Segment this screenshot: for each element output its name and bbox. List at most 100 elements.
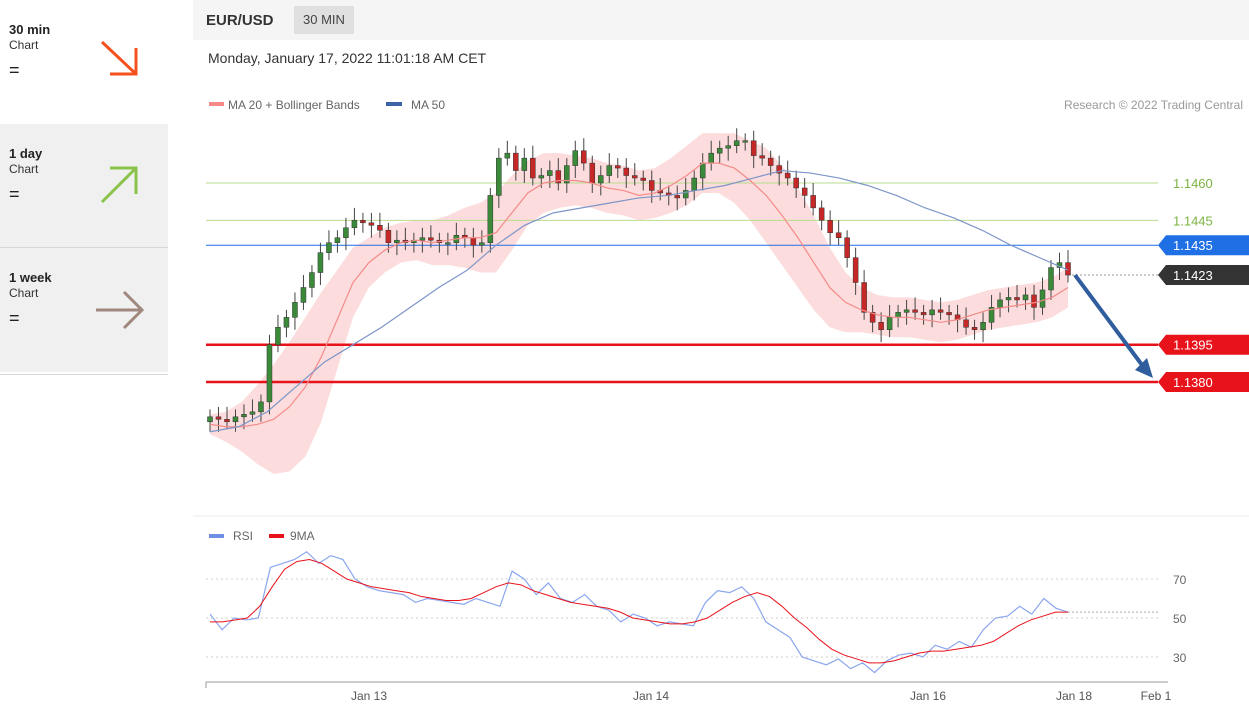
timeframe-sign: =	[9, 184, 20, 204]
candle-body	[648, 180, 655, 191]
candle-body	[317, 252, 324, 273]
candle-body	[903, 309, 910, 313]
candle-body	[733, 140, 740, 146]
legend-swatch	[209, 534, 224, 538]
timeframe-title: 1 day	[9, 146, 43, 161]
candle-body	[241, 414, 247, 418]
candle-body	[980, 322, 986, 331]
candle-body	[521, 157, 528, 171]
legend-swatch	[209, 102, 224, 106]
symbol-label: EUR/USD	[206, 12, 274, 29]
forecast-arrow-line	[1073, 273, 1147, 371]
bollinger-band	[210, 133, 1068, 475]
candle-body	[215, 416, 222, 420]
candle-body	[334, 237, 341, 243]
candle-body	[852, 257, 859, 283]
arrow-up-right-icon	[100, 166, 138, 204]
candle-body	[784, 172, 791, 179]
timestamp: Monday, January 17, 2022 11:01:18 AM CET	[208, 50, 487, 66]
candle-body	[564, 165, 570, 184]
candle-body	[581, 150, 587, 164]
candle-body	[988, 307, 995, 323]
x-tick-label: Jan 14	[633, 689, 669, 703]
forecast-arrow-head	[1135, 358, 1153, 378]
x-tick-label: Feb 1	[1141, 689, 1172, 703]
level-1-1395-badge	[1158, 334, 1249, 355]
timeframe-1week[interactable]: 1 week Chart =	[0, 248, 168, 372]
candle-body	[937, 309, 944, 313]
candle-body	[895, 312, 901, 318]
timeframe-30min[interactable]: 30 min Chart =	[0, 0, 168, 124]
candle-body	[496, 157, 502, 196]
candle-body	[869, 312, 876, 323]
candle-body	[1022, 294, 1029, 301]
level-1-1423-badge	[1158, 265, 1249, 286]
candle-body	[292, 302, 298, 318]
candle-body	[1048, 267, 1054, 291]
rsi-tick-label: 70	[1173, 573, 1187, 587]
candle-body	[946, 312, 952, 316]
candle-body	[598, 175, 604, 184]
candle-body	[844, 237, 850, 258]
x-tick-label: Jan 18	[1056, 689, 1092, 703]
candle-body	[623, 167, 630, 176]
candle-body	[428, 237, 434, 241]
candle-body	[708, 152, 714, 164]
legend-ma50: MA 50	[411, 98, 445, 112]
timeframe-sign: =	[9, 308, 20, 328]
timeframe-1day[interactable]: 1 day Chart =	[0, 124, 168, 248]
level-1-1395-label: 1.1395	[1173, 338, 1213, 353]
candle-body	[283, 317, 290, 328]
candle-body	[504, 152, 511, 159]
legend-ma20: MA 20 + Bollinger Bands	[228, 98, 360, 112]
candle-body	[699, 162, 706, 179]
candle-body	[258, 401, 264, 413]
level-1-1380-label: 1.1380	[1173, 375, 1213, 390]
timeframe-sub: Chart	[9, 162, 39, 176]
legend-swatch	[269, 534, 284, 538]
divider	[0, 374, 168, 375]
timeframe-title: 1 week	[9, 270, 52, 285]
timeframe-title: 30 min	[9, 22, 51, 37]
candle-body	[920, 312, 927, 316]
price-chart: MA 20 + Bollinger Bands MA 50 Research ©…	[193, 98, 1249, 703]
candle-body	[691, 177, 697, 191]
candle-body	[750, 140, 757, 156]
candle-body	[606, 165, 613, 176]
candle-body	[818, 207, 825, 221]
candle-body	[742, 140, 748, 143]
candle-body	[266, 344, 273, 403]
candle-body	[232, 416, 239, 423]
candle-body	[513, 152, 519, 171]
level-1-1445-label: 1.1445	[1173, 213, 1213, 228]
candle-body	[827, 220, 833, 233]
rsi-line	[209, 550, 1069, 674]
legend-swatch	[386, 102, 402, 106]
level-1-1380-badge	[1158, 372, 1249, 392]
legend-9ma: 9MA	[290, 529, 315, 543]
rsi-ma9-line	[210, 558, 1068, 664]
level-1-1435-label: 1.1435	[1173, 238, 1213, 253]
x-tick-label: Jan 16	[910, 689, 946, 703]
divider	[0, 247, 168, 248]
candle-body	[360, 220, 366, 224]
arrow-down-right-icon	[100, 40, 138, 76]
candle-body	[801, 187, 808, 196]
candle-body	[487, 195, 494, 243]
timeframe-badge[interactable]: 30 MIN	[294, 6, 354, 34]
candle-body	[1005, 297, 1012, 301]
candle-body	[615, 165, 621, 169]
candle-body	[776, 165, 782, 174]
legend-rsi: RSI	[233, 529, 253, 543]
candle-body	[249, 411, 256, 415]
candle-body	[674, 195, 680, 199]
timeframe-sub: Chart	[9, 286, 39, 300]
candle-body	[716, 147, 723, 154]
candle-body	[759, 155, 765, 159]
x-tick-label: Jan 13	[351, 689, 387, 703]
candle-body	[419, 237, 426, 241]
candle-body	[207, 416, 213, 423]
candle-body	[725, 145, 731, 149]
ma50-line	[209, 169, 1069, 433]
candle-body	[1014, 297, 1020, 301]
